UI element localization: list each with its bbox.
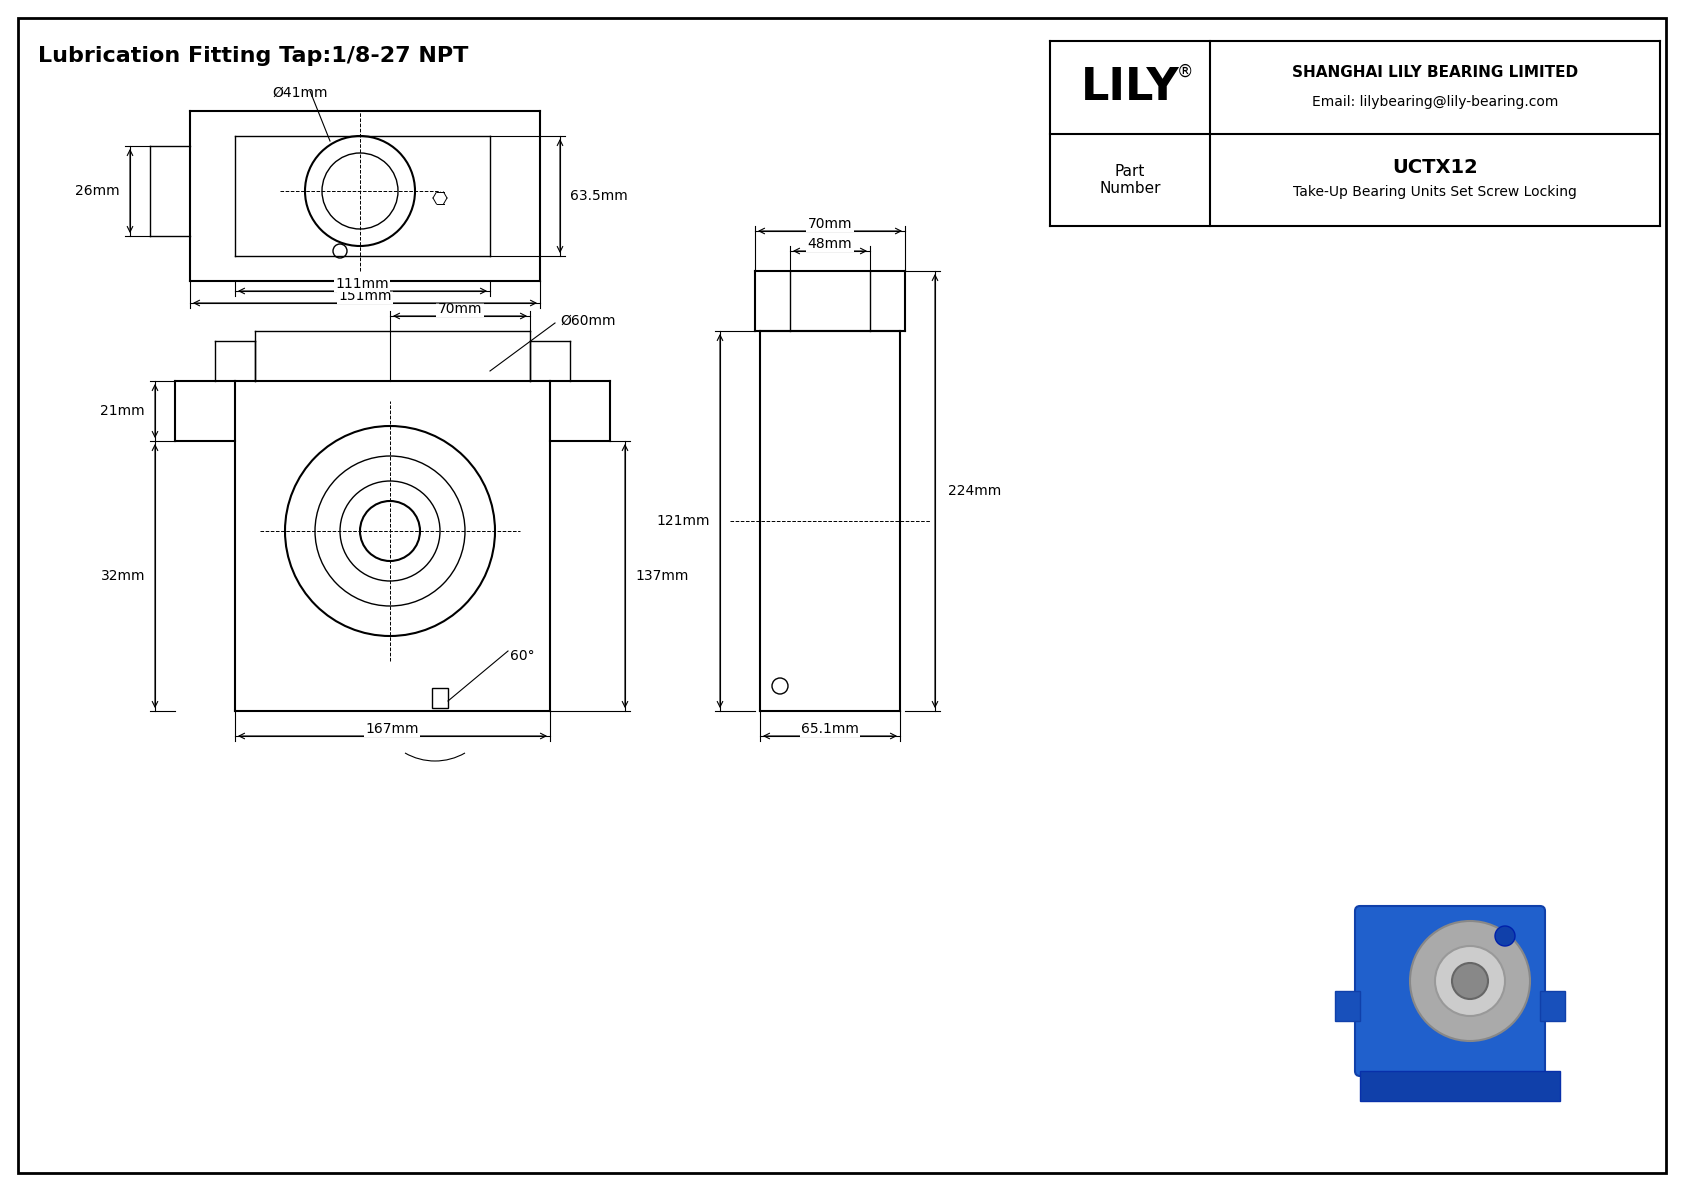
- Text: Lubrication Fitting Tap:1/8-27 NPT: Lubrication Fitting Tap:1/8-27 NPT: [39, 46, 468, 66]
- FancyBboxPatch shape: [1356, 906, 1544, 1075]
- Text: 21mm: 21mm: [101, 404, 145, 418]
- Text: LILY: LILY: [1081, 66, 1179, 108]
- Text: Ø60mm: Ø60mm: [561, 314, 615, 328]
- Circle shape: [1410, 921, 1531, 1041]
- Text: Ø41mm: Ø41mm: [273, 86, 328, 100]
- Bar: [433, 688, 448, 707]
- Text: Email: lilybearing@lily-bearing.com: Email: lilybearing@lily-bearing.com: [1312, 95, 1558, 110]
- Circle shape: [1452, 964, 1489, 999]
- Text: ®: ®: [1177, 62, 1194, 80]
- Text: 63.5mm: 63.5mm: [569, 189, 628, 202]
- Text: 121mm: 121mm: [657, 515, 711, 528]
- Circle shape: [1495, 925, 1516, 946]
- Text: 26mm: 26mm: [76, 183, 120, 198]
- Text: UCTX12: UCTX12: [1393, 158, 1479, 177]
- Bar: [1335, 991, 1361, 1021]
- Bar: [1539, 991, 1564, 1021]
- Text: 32mm: 32mm: [101, 569, 145, 584]
- Text: SHANGHAI LILY BEARING LIMITED: SHANGHAI LILY BEARING LIMITED: [1292, 64, 1578, 80]
- Text: 65.1mm: 65.1mm: [802, 722, 859, 736]
- Text: 167mm: 167mm: [365, 722, 419, 736]
- Text: 60°: 60°: [510, 649, 534, 663]
- Circle shape: [771, 678, 788, 694]
- Text: 111mm: 111mm: [335, 278, 389, 291]
- Text: 70mm: 70mm: [438, 303, 482, 316]
- Text: 151mm: 151mm: [338, 289, 392, 303]
- Text: Part
Number: Part Number: [1100, 163, 1160, 197]
- Bar: [1361, 1071, 1559, 1100]
- Text: 48mm: 48mm: [808, 237, 852, 251]
- Text: Take-Up Bearing Units Set Screw Locking: Take-Up Bearing Units Set Screw Locking: [1293, 185, 1576, 199]
- Text: 70mm: 70mm: [808, 217, 852, 231]
- Text: 224mm: 224mm: [948, 484, 1002, 498]
- Circle shape: [1435, 946, 1505, 1016]
- Text: 137mm: 137mm: [635, 569, 689, 584]
